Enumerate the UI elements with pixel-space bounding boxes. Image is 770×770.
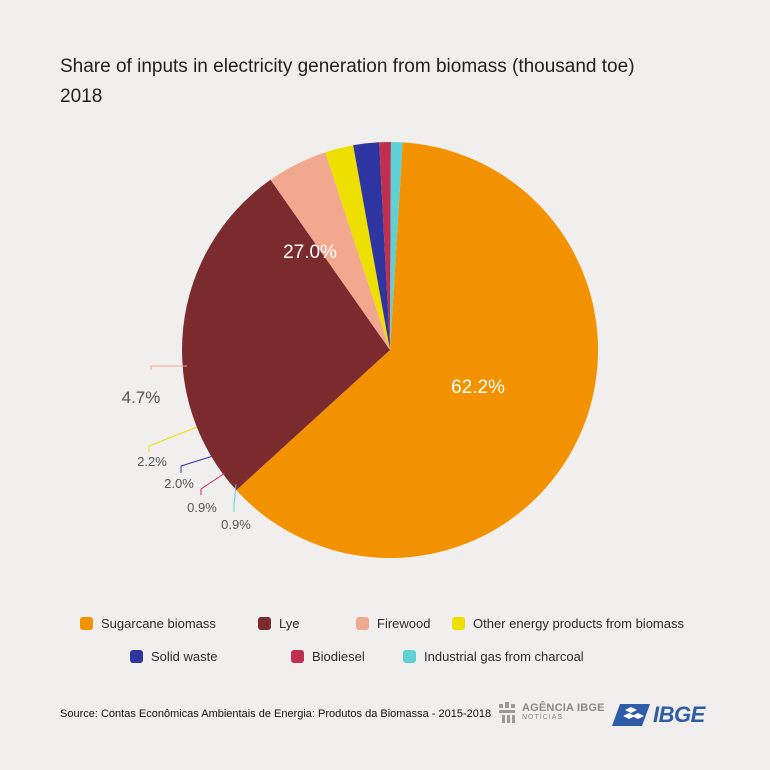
legend-label: Lye [279, 616, 300, 631]
ibge-wordmark: IBGE [653, 702, 705, 727]
agencia-ibge-logo: AGÊNCIA IBGE NOTÍCIAS [498, 702, 605, 724]
legend-swatch [452, 617, 465, 630]
legend-label: Sugarcane biomass [101, 616, 216, 631]
legend-item-lye: Lye [258, 616, 299, 631]
data-label-lye: 27.0% [283, 242, 337, 263]
data-label-biodiesel: 0.9% [187, 500, 217, 515]
legend-swatch [356, 617, 369, 630]
leader-line-other-energy-products-from-biomass [148, 426, 198, 452]
chart-title: Share of inputs in electricity generatio… [60, 56, 635, 77]
legend-item-firewood: Firewood [356, 616, 430, 631]
legend-label: Solid waste [151, 649, 218, 664]
legend-label: Firewood [377, 616, 431, 631]
leader-line-solid-waste [180, 455, 214, 473]
legend-label: Other energy products from biomass [473, 616, 684, 631]
ibge-logo: IBGE [612, 702, 705, 728]
pie-slice-solid-waste [353, 142, 390, 350]
legend-swatch [80, 617, 93, 630]
legend-swatch [291, 650, 304, 663]
legend-label: Industrial gas from charcoal [424, 649, 584, 664]
legend-label: Biodiesel [312, 649, 365, 664]
legend-item-biodiesel: Biodiesel [291, 649, 365, 664]
legend-item-industrial-gas-from-charcoal: Industrial gas from charcoal [403, 649, 584, 664]
leader-line-biodiesel [200, 472, 226, 495]
pie-slice-other-energy-products-from-biomass [325, 145, 390, 350]
agencia-title: AGÊNCIA IBGE [522, 702, 605, 714]
leader-line-industrial-gas-from-charcoal [233, 483, 237, 512]
data-label-sugarcane-biomass: 62.2% [451, 377, 505, 398]
pie-slice-biodiesel [379, 142, 391, 350]
source-note: Source: Contas Econômicas Ambientais de … [60, 708, 492, 720]
legend-swatch [258, 617, 271, 630]
data-label-solid-waste: 2.0% [164, 476, 194, 491]
chart-subtitle: 2018 [60, 86, 103, 107]
pie-slice-industrial-gas-from-charcoal [390, 142, 403, 350]
agencia-subtitle: NOTÍCIAS [522, 714, 564, 721]
chart-title-block: Share of inputs in electricity generatio… [60, 52, 635, 112]
legend-swatch [403, 650, 416, 663]
legend-item-sugarcane-biomass: Sugarcane biomass [80, 616, 216, 631]
pie-slice-firewood [270, 152, 390, 350]
data-label-other-energy-products-from-biomass: 2.2% [137, 454, 167, 469]
pie-slice-lye [182, 179, 390, 491]
legend-item-other-energy-products-from-biomass: Other energy products from biomass [452, 616, 684, 631]
legend-swatch [130, 650, 143, 663]
pie-slice-sugarcane-biomass [236, 142, 598, 558]
agencia-mark-icon [499, 702, 515, 723]
data-label-firewood: 4.7% [122, 388, 161, 407]
leader-line-firewood [150, 365, 187, 370]
pie-chart: 62.2% 27.0% 4.7% 2.2% 2.0% 0.9% 0.9% [122, 142, 598, 558]
legend-item-solid-waste: Solid waste [130, 649, 217, 664]
ibge-mark-icon [612, 704, 650, 726]
data-label-industrial-gas-from-charcoal: 0.9% [221, 517, 251, 532]
